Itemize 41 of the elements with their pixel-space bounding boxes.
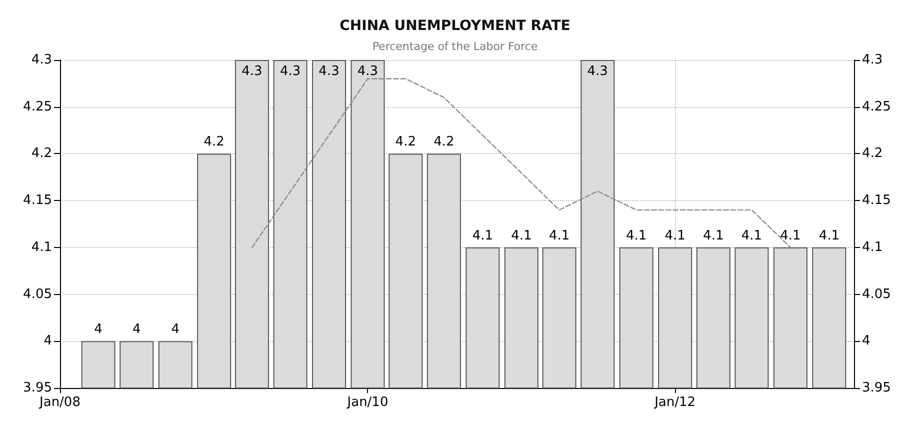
data-label: 4.1 <box>780 228 801 244</box>
y2-tick-label: 4.15 <box>862 193 891 208</box>
x-tick-label: Jan/10 <box>346 395 388 410</box>
y-tick-label: 3.95 <box>23 380 52 396</box>
data-label: 4.1 <box>741 228 762 244</box>
data-label: 4.3 <box>318 64 340 79</box>
x-tick-label: Jan/12 <box>654 395 696 410</box>
data-label: 4.1 <box>703 228 724 244</box>
y2-tick-label: 4.3 <box>862 52 883 68</box>
data-label: 4.1 <box>664 228 686 244</box>
x-tick-label: Jan/08 <box>38 395 80 410</box>
y2-tick-label: 4.1 <box>862 240 883 255</box>
y2-tick-label: 4.2 <box>862 146 883 162</box>
data-label: 4.1 <box>626 228 647 244</box>
y2-tick-label: 4 <box>862 334 870 349</box>
y2-tick-label: 4.25 <box>862 99 891 114</box>
data-label: 4.1 <box>818 228 840 244</box>
data-label: 4 <box>171 322 180 338</box>
data-label: 4.3 <box>242 64 262 79</box>
data-label: 4.2 <box>204 134 224 150</box>
chart-title: CHINA UNEMPLOYMENT RATE <box>340 18 570 34</box>
y-tick-label: 4.15 <box>23 193 52 208</box>
y2-tick-label: 3.95 <box>862 380 891 396</box>
data-label: 4.1 <box>511 228 532 244</box>
data-label: 4.3 <box>280 64 301 79</box>
y-tick-label: 4 <box>44 334 52 349</box>
data-label: 4.2 <box>395 134 416 150</box>
chart-subtitle: Percentage of the Labor Force <box>372 40 538 53</box>
data-label: 4.1 <box>472 228 494 244</box>
y-tick-label: 4.05 <box>23 286 52 302</box>
y2-tick-label: 4.05 <box>862 286 891 302</box>
data-label: 4.3 <box>357 64 378 79</box>
data-label: 4.2 <box>434 134 454 150</box>
y-tick-label: 4.25 <box>23 99 52 114</box>
y-tick-label: 4.3 <box>31 52 52 68</box>
data-label: 4 <box>132 322 141 338</box>
y-tick-label: 4.1 <box>31 240 52 255</box>
y-tick-label: 4.2 <box>31 146 52 162</box>
data-label: 4 <box>94 322 102 338</box>
data-label: 4.3 <box>587 64 608 79</box>
data-label: 4.1 <box>548 228 570 244</box>
